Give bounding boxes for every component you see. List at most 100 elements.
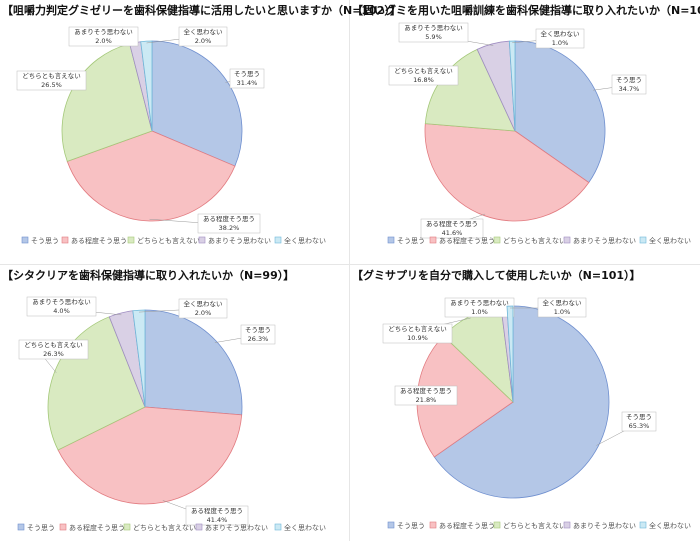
legend-item-sou-omou: そう思う	[388, 522, 425, 530]
label-category: そう思う	[616, 76, 642, 84]
legend-label: そう思う	[31, 237, 59, 245]
label-value: 4.0%	[53, 307, 70, 315]
label-category: どちらとも言えない	[22, 71, 81, 80]
label-category: あまりそう思わない	[74, 28, 133, 36]
legend-label: ある程度そう思う	[439, 521, 495, 530]
legend-swatch	[275, 237, 281, 243]
label-category: ある程度そう思う	[191, 506, 243, 515]
label-category: どちらとも言えない	[394, 66, 453, 75]
legend-item-amari: あまりそう思わない	[196, 524, 268, 532]
label-value: 26.3%	[43, 350, 64, 358]
legend-label: どちらとも言えない	[503, 521, 566, 530]
label-value: 1.0%	[554, 308, 571, 316]
label-value: 5.9%	[425, 33, 442, 41]
legend-item-sou-omou: そう思う	[22, 237, 59, 245]
pie-chart: そう思う34.7%ある程度そう思う41.6%どちらとも言えない16.8%あまりそ…	[350, 0, 700, 264]
label-category: 全く思わない	[184, 299, 223, 308]
legend-label: 全く思わない	[649, 236, 691, 245]
legend-swatch	[388, 522, 394, 528]
label-category: あまりそう思わない	[450, 299, 509, 307]
legend-item-dochiratomo: どちらとも言えない	[494, 236, 566, 245]
legend-swatch	[62, 237, 68, 243]
legend-label: どちらとも言えない	[503, 236, 566, 245]
label-category: 全く思わない	[184, 27, 223, 36]
label-value: 1.0%	[552, 39, 569, 47]
legend-item-aru-teido: ある程度そう思う	[430, 521, 495, 530]
legend-item-mattaku: 全く思わない	[275, 236, 326, 245]
legend-label: ある程度そう思う	[69, 523, 125, 532]
legend-swatch	[640, 237, 646, 243]
chart-title: 【固いグミを用いた咀嚼訓練を歯科保健指導に取り入れたいか（N=101）】	[352, 2, 700, 18]
legend-label: そう思う	[397, 237, 425, 245]
pie-chart: そう思う31.4%ある程度そう思う38.2%どちらとも言えない26.5%あまりそ…	[0, 0, 349, 264]
label-value: 21.8%	[416, 396, 437, 404]
legend-item-dochiratomo: どちらとも言えない	[124, 523, 196, 532]
label-value: 38.2%	[219, 224, 240, 232]
label-value: 41.6%	[442, 229, 463, 237]
legend-swatch	[199, 237, 205, 243]
label-value: 34.7%	[619, 85, 640, 93]
legend-swatch	[388, 237, 394, 243]
label-value: 26.3%	[248, 335, 269, 343]
label-value: 2.0%	[95, 37, 112, 45]
legend-item-mattaku: 全く思わない	[640, 236, 691, 245]
legend-swatch	[564, 522, 570, 528]
label-category: そう思う	[234, 70, 260, 78]
legend-label: どちらとも言えない	[133, 523, 196, 532]
legend-swatch	[128, 237, 134, 243]
label-category: 全く思わない	[543, 298, 582, 307]
pie-slice-sou-omou	[145, 310, 242, 415]
legend-item-amari: あまりそう思わない	[199, 237, 271, 245]
label-category: ある程度そう思う	[400, 386, 452, 395]
legend-item-dochiratomo: どちらとも言えない	[128, 236, 200, 245]
label-value: 26.5%	[41, 81, 62, 89]
legend-item-amari: あまりそう思わない	[564, 522, 636, 530]
label-value: 31.4%	[237, 79, 258, 87]
pie-chart: そう思う26.3%ある程度そう思う41.4%どちらとも言えない26.3%あまりそ…	[0, 265, 349, 541]
legend-swatch	[640, 522, 646, 528]
legend-label: 全く思わない	[284, 236, 326, 245]
legend-swatch	[196, 524, 202, 530]
chart-title: 【グミサプリを自分で購入して使用したいか（N=101）】	[352, 267, 641, 283]
legend-label: どちらとも言えない	[137, 236, 200, 245]
legend-item-sou-omou: そう思う	[388, 237, 425, 245]
legend-label: あまりそう思わない	[205, 524, 268, 532]
chart-title: 【咀嚼力判定グミゼリーを歯科保健指導に活用したいと思いますか（N=102）】	[2, 2, 401, 18]
label-category: あまりそう思わない	[32, 298, 91, 306]
label-value: 2.0%	[195, 37, 212, 45]
label-value: 1.0%	[471, 308, 488, 316]
legend-item-sou-omou: そう思う	[18, 524, 55, 532]
legend-item-aru-teido: ある程度そう思う	[60, 523, 125, 532]
chart-panel-2: 【固いグミを用いた咀嚼訓練を歯科保健指導に取り入れたいか（N=101）】 そう思…	[350, 0, 700, 264]
label-category: 全く思わない	[541, 29, 580, 38]
legend-label: そう思う	[27, 524, 55, 532]
legend-item-mattaku: 全く思わない	[275, 523, 326, 532]
legend-swatch	[60, 524, 66, 530]
legend-label: 全く思わない	[649, 521, 691, 530]
pie-chart: そう思う65.3%ある程度そう思う21.8%どちらとも言えない10.9%あまりそ…	[350, 265, 700, 541]
legend-item-amari: あまりそう思わない	[564, 237, 636, 245]
label-category: どちらとも言えない	[388, 324, 447, 333]
label-category: どちらとも言えない	[24, 340, 83, 349]
chart-panel-1: 【咀嚼力判定グミゼリーを歯科保健指導に活用したいと思いますか（N=102）】 そ…	[0, 0, 349, 264]
legend-label: あまりそう思わない	[573, 522, 636, 530]
label-category: ある程度そう思う	[203, 214, 255, 223]
label-category: ある程度そう思う	[426, 219, 478, 228]
legend-swatch	[275, 524, 281, 530]
label-value: 41.4%	[207, 516, 228, 524]
legend-item-aru-teido: ある程度そう思う	[62, 236, 127, 245]
